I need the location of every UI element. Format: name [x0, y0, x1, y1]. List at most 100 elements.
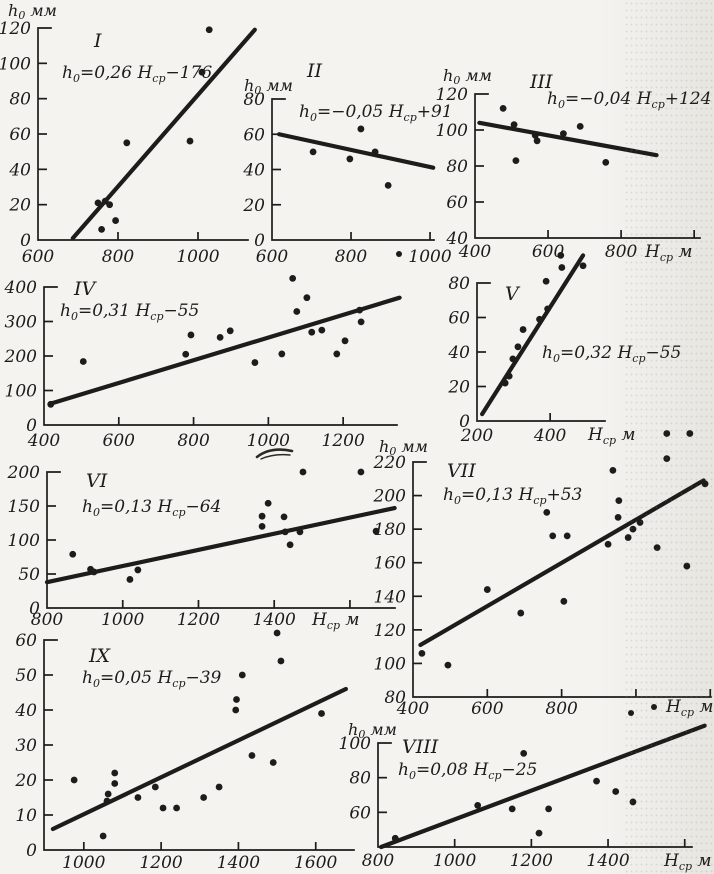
panel-numeral: III — [529, 71, 553, 93]
x-tick-label: 1400 — [586, 851, 629, 871]
data-point — [151, 783, 159, 791]
y-tick-label: 40 — [242, 161, 265, 181]
y-tick-label: 180 — [374, 520, 407, 540]
data-point — [536, 315, 543, 323]
data-point — [173, 804, 180, 812]
data-point — [474, 802, 482, 809]
x-tick-label: 800 — [605, 242, 638, 262]
data-point — [182, 350, 190, 358]
x-axis-unit-label: Hср м — [663, 851, 712, 873]
panel-V: 0 20 40 60 80 200 400 Hср м Vh0=0,32 Hср−55 — [447, 252, 681, 447]
x-tick-label: 1600 — [294, 853, 337, 873]
data-point — [510, 121, 518, 128]
y-tick-label: 30 — [15, 736, 37, 756]
smudge-mark — [260, 453, 291, 460]
data-point — [216, 333, 224, 341]
y-tick-label: 20 — [8, 196, 31, 216]
panel-numeral: IX — [88, 645, 112, 667]
x-tick-label: 1000 — [433, 851, 476, 871]
x-tick-label: 1200 — [177, 610, 220, 630]
data-point — [98, 226, 105, 233]
x-axis-unit-label: Hср м — [587, 425, 636, 447]
panel-numeral: VIII — [402, 736, 439, 758]
y-tick-label: 80 — [384, 688, 406, 708]
data-point — [286, 541, 294, 549]
data-point — [123, 139, 131, 147]
y-tick-label: 60 — [446, 193, 468, 213]
data-point — [576, 123, 584, 130]
data-point — [90, 568, 98, 576]
y-tick-label: 40 — [447, 343, 470, 363]
regression-line — [44, 505, 397, 585]
y-tick-label: 60 — [243, 125, 265, 145]
x-tick-label: 800 — [335, 247, 368, 267]
data-point — [106, 201, 113, 209]
data-point — [233, 696, 240, 703]
data-point — [543, 508, 551, 516]
data-point — [559, 130, 567, 138]
x-axis-unit-label: Hср м — [311, 610, 360, 632]
data-point — [624, 534, 632, 541]
data-point — [134, 566, 142, 574]
y-tick-label: 100 — [436, 121, 469, 141]
data-point — [560, 597, 568, 605]
regression-equation: h0=0,08 Hср−25 — [398, 760, 537, 782]
y-tick-label: 80 — [448, 274, 470, 294]
data-point — [126, 576, 134, 583]
data-point — [615, 497, 623, 505]
x-tick-label: 600 — [471, 699, 504, 719]
y-tick-label: 10 — [15, 806, 37, 826]
y-tick-label: 60 — [448, 309, 470, 329]
data-point — [636, 519, 644, 526]
x-tick-label: 1200 — [510, 851, 553, 871]
data-point — [205, 26, 213, 34]
y-tick-label: 0 — [29, 599, 40, 619]
data-point — [273, 629, 281, 637]
data-point — [663, 430, 671, 437]
data-point — [356, 306, 364, 314]
data-point — [357, 468, 365, 476]
y-tick-label: 140 — [374, 587, 407, 607]
data-point — [134, 794, 142, 801]
data-point — [258, 512, 266, 520]
data-point — [159, 804, 167, 812]
regression-line — [378, 723, 707, 850]
data-point — [542, 277, 550, 285]
data-point — [232, 706, 240, 714]
data-point — [277, 657, 285, 665]
data-point — [278, 350, 286, 358]
y-tick-label: 80 — [9, 90, 31, 110]
y-axis-unit-label: h0 мм — [379, 437, 428, 458]
axes — [46, 471, 396, 609]
panel-numeral: VII — [447, 460, 476, 482]
axes — [474, 93, 701, 239]
data-point — [520, 750, 528, 757]
panel-II: 0 20 40 60 80 600 800 1000 h0 мм II h0=−0,05 Hср+9… — [242, 60, 452, 267]
panel-IV: 0 100 200 300 400 400 600 800 1000 1200 IVh0=0,31 … — [4, 274, 402, 451]
x-tick-label: 800 — [102, 247, 135, 267]
panel-VI: 0 50 100 150 200 800 1000 1200 1400 Hср м VI h0=0,1… — [7, 463, 397, 632]
data-point — [508, 805, 516, 813]
x-axis-unit-label: Hср м — [665, 697, 714, 719]
data-point — [346, 155, 354, 163]
y-tick-label: 0 — [254, 231, 265, 251]
data-point — [545, 805, 553, 813]
data-point — [296, 528, 304, 536]
x-tick-label: 400 — [458, 242, 492, 262]
stray-dot — [628, 710, 634, 716]
x-tick-label: 1000 — [62, 853, 105, 873]
data-point — [604, 540, 612, 548]
data-point — [293, 308, 301, 315]
data-point — [612, 788, 620, 795]
y-tick-label: 80 — [243, 90, 265, 110]
regression-line — [70, 27, 257, 241]
y-tick-label: 120 — [436, 85, 469, 105]
x-tick-label: 400 — [533, 426, 567, 446]
panel-numeral: V — [505, 283, 521, 305]
y-tick-label: 20 — [447, 378, 470, 398]
y-tick-label: 20 — [14, 771, 37, 791]
data-point — [531, 132, 539, 139]
y-tick-label: 150 — [8, 497, 41, 517]
x-tick-label: 400 — [27, 431, 61, 451]
